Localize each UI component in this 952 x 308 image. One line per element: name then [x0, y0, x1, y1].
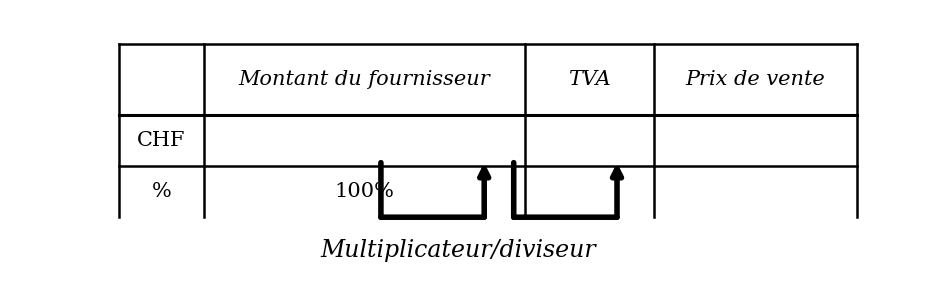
Text: Multiplicateur/diviseur: Multiplicateur/diviseur	[321, 239, 596, 262]
Text: Montant du fournisseur: Montant du fournisseur	[238, 70, 490, 89]
Text: %: %	[151, 182, 171, 201]
Text: 100%: 100%	[334, 182, 394, 201]
Text: Prix de vente: Prix de vente	[685, 70, 825, 89]
Text: CHF: CHF	[137, 131, 186, 150]
Text: TVA: TVA	[568, 70, 611, 89]
